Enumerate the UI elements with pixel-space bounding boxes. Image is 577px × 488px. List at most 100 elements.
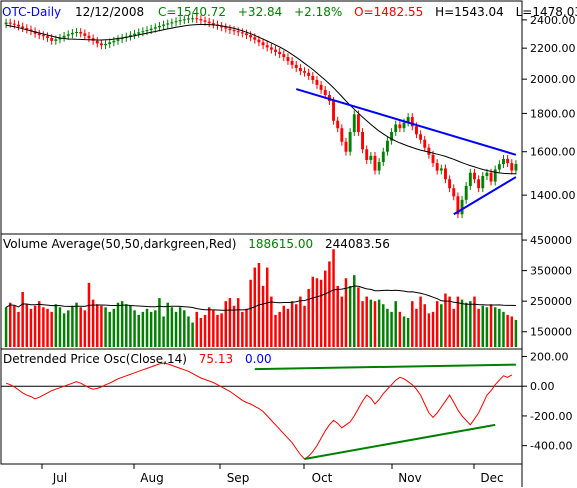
candle-body xyxy=(497,164,501,170)
change-label: +32.84 xyxy=(238,5,282,19)
candle-body xyxy=(298,67,302,72)
candle-body xyxy=(153,27,157,29)
price-tick-label: 2200.00 xyxy=(530,42,576,55)
candle-body xyxy=(116,39,120,41)
candle-body xyxy=(460,199,464,215)
candle-body xyxy=(87,35,91,39)
candle-body xyxy=(502,158,505,165)
volume-bar xyxy=(174,311,178,347)
candle-body xyxy=(319,84,323,90)
pct-label: +2.18% xyxy=(294,5,342,19)
candle-body xyxy=(191,18,195,20)
high-label: H=1543.04 xyxy=(435,5,504,19)
oscillator-tick-label: 200.00 xyxy=(530,350,569,363)
candle-body xyxy=(236,31,240,33)
volume-series-layer xyxy=(4,249,518,347)
date-label: 12/12/2008 xyxy=(75,5,144,19)
candle-body xyxy=(187,18,190,20)
volume-bar xyxy=(195,311,198,347)
candle-body xyxy=(489,172,493,182)
volume-bar xyxy=(178,307,182,347)
candle-body xyxy=(444,168,447,180)
price-tick-label: 2000.00 xyxy=(530,73,576,86)
candle-body xyxy=(336,120,340,129)
candle-body xyxy=(4,22,8,25)
volume-bar xyxy=(299,296,302,347)
volume-bar xyxy=(469,301,472,347)
volume-bar xyxy=(307,288,310,347)
candle-body xyxy=(414,126,418,135)
volume-bar xyxy=(54,304,58,347)
volume-bar xyxy=(390,311,393,347)
candle-body xyxy=(41,35,45,37)
volume-value-1: 188615.00 xyxy=(248,237,313,251)
volume-bar xyxy=(141,311,145,347)
volume-bar xyxy=(514,319,518,347)
candle-body xyxy=(278,51,282,55)
volume-bar xyxy=(220,313,223,347)
volume-bar xyxy=(464,302,468,347)
symbol-label: OTC-Daily xyxy=(2,5,61,19)
candle-body xyxy=(112,40,116,43)
candle-body xyxy=(311,75,315,80)
candle-body xyxy=(394,124,398,133)
candle-body xyxy=(294,64,298,68)
volume-bar xyxy=(203,314,207,347)
volume-bar xyxy=(373,301,377,347)
volume-bar xyxy=(423,304,426,347)
candle-body xyxy=(162,24,166,26)
candle-body xyxy=(506,158,510,164)
volume-bar xyxy=(216,314,219,347)
volume-bar xyxy=(270,296,273,347)
candle-body xyxy=(423,139,427,148)
volume-bar xyxy=(224,301,228,347)
candle-body xyxy=(37,33,41,36)
oscillator-header: Detrended Price Osc(Close,14) 75.13 0.00 xyxy=(3,352,272,366)
oscillator-tick-label: -200.00 xyxy=(530,410,572,423)
volume-bar xyxy=(75,302,78,347)
candle-body xyxy=(17,24,20,27)
candle-body xyxy=(332,101,335,121)
volume-bar xyxy=(502,311,505,347)
volume-bar xyxy=(377,299,381,347)
candle-body xyxy=(348,132,352,152)
low-label: L=1478.03 xyxy=(516,5,577,19)
candle-body xyxy=(199,19,203,21)
volume-bar xyxy=(71,305,74,347)
volume-bar xyxy=(83,310,87,347)
volume-bar xyxy=(236,298,240,347)
volume-tick-label: 150000 xyxy=(530,326,572,339)
volume-bar xyxy=(125,304,128,347)
candle-body xyxy=(128,35,132,37)
volume-bar xyxy=(261,285,265,347)
candle-body xyxy=(62,35,66,38)
candle-body xyxy=(448,179,452,189)
candle-body xyxy=(157,25,161,28)
oscillator-lower-green-line xyxy=(304,423,496,461)
candle-body xyxy=(182,19,186,21)
candle-body xyxy=(303,71,306,73)
x-tick-label: Nov xyxy=(398,471,421,485)
volume-bar xyxy=(249,279,252,347)
candle-body xyxy=(361,132,365,150)
volume-value-2: 244083.56 xyxy=(325,237,390,251)
volume-bar xyxy=(87,282,91,347)
volume-bar xyxy=(4,307,8,347)
candle-body xyxy=(46,36,49,38)
candle-body xyxy=(232,30,236,32)
oscillator-value-2: 0.00 xyxy=(245,352,272,366)
volume-bar xyxy=(154,310,157,347)
volume-bar xyxy=(498,308,501,347)
candle-body xyxy=(493,169,497,182)
candle-body xyxy=(406,117,410,123)
candle-body xyxy=(220,25,224,28)
volume-bar xyxy=(344,278,348,347)
volume-bar xyxy=(315,278,319,347)
candle-body xyxy=(323,89,327,95)
volume-bar xyxy=(104,307,107,347)
candle-body xyxy=(75,32,78,34)
volume-bar xyxy=(319,279,323,347)
volume-bar xyxy=(448,296,451,347)
candle-body xyxy=(224,27,228,29)
candle-body xyxy=(398,124,402,129)
